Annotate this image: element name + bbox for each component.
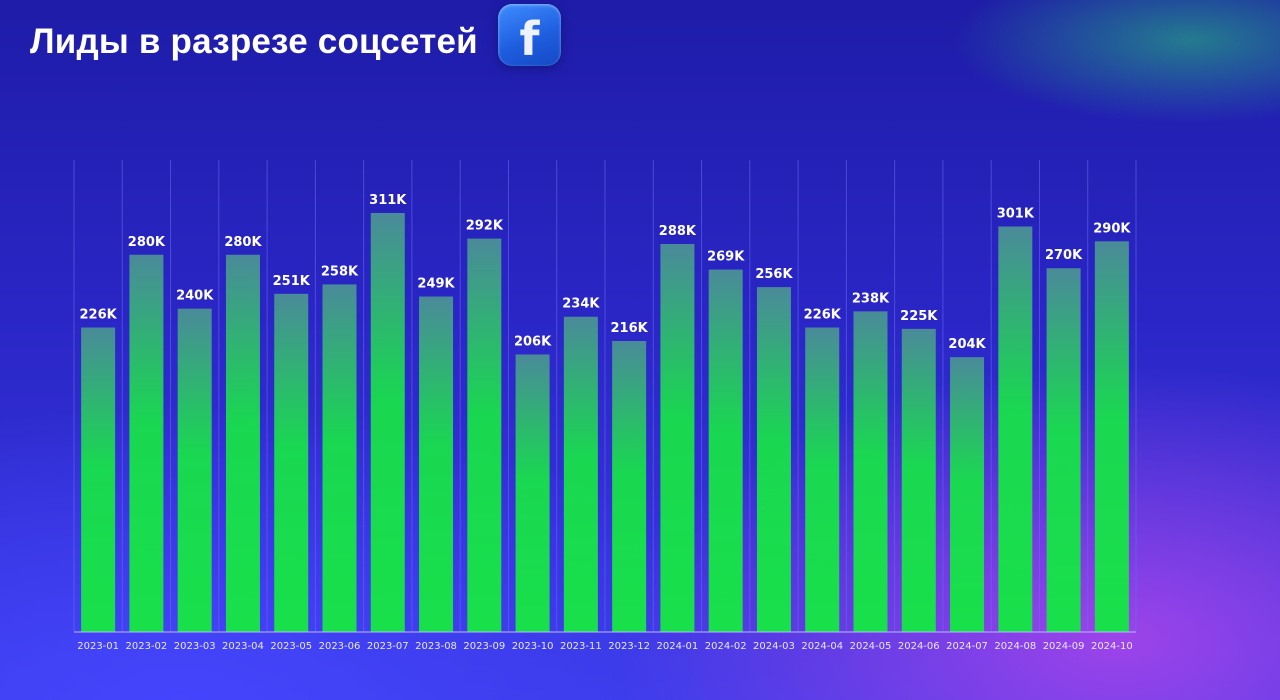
bar-2023-09 bbox=[467, 238, 502, 632]
data-label-2023-02: 280K bbox=[128, 235, 166, 250]
bar-2024-08 bbox=[998, 226, 1033, 633]
data-label-2023-06: 258K bbox=[321, 264, 359, 279]
bar-2024-06 bbox=[901, 328, 936, 632]
data-label-2023-03: 240K bbox=[176, 289, 214, 304]
data-label-2024-08: 301K bbox=[997, 206, 1035, 221]
bar-2023-11 bbox=[563, 316, 598, 632]
x-tick-label: 2024-05 bbox=[850, 641, 892, 652]
bar-2024-02 bbox=[708, 269, 743, 632]
facebook-icon: f bbox=[498, 4, 561, 66]
x-tick-label: 2024-02 bbox=[705, 641, 747, 652]
bar-2023-12 bbox=[612, 340, 647, 632]
data-label-2024-02: 269K bbox=[707, 250, 745, 265]
bar-2023-07 bbox=[370, 213, 405, 632]
x-tick-label: 2024-06 bbox=[898, 641, 940, 652]
x-tick-label: 2024-08 bbox=[994, 641, 1036, 652]
data-label-2023-12: 216K bbox=[611, 321, 649, 336]
page-title: Лиды в разрезе соцсетей bbox=[30, 22, 478, 61]
x-tick-label: 2024-07 bbox=[946, 641, 988, 652]
data-label-2024-07: 204K bbox=[948, 337, 986, 352]
x-tick-label: 2023-06 bbox=[319, 641, 361, 652]
bar-2024-05 bbox=[853, 311, 888, 632]
data-label-2024-09: 270K bbox=[1045, 248, 1083, 263]
bar-2024-07 bbox=[950, 357, 985, 632]
x-tick-label: 2023-01 bbox=[77, 641, 119, 652]
data-label-2024-03: 256K bbox=[755, 267, 793, 282]
x-tick-label: 2023-03 bbox=[174, 641, 216, 652]
x-tick-label: 2023-05 bbox=[270, 641, 312, 652]
x-tick-label: 2023-11 bbox=[560, 641, 602, 652]
bar-2023-04 bbox=[225, 254, 260, 633]
bar-2024-10 bbox=[1094, 241, 1129, 632]
x-tick-label: 2024-04 bbox=[801, 641, 843, 652]
data-label-2023-09: 292K bbox=[466, 219, 504, 234]
data-label-2024-04: 226K bbox=[804, 308, 842, 323]
x-tick-label: 2023-08 bbox=[415, 641, 457, 652]
x-tick-label: 2024-03 bbox=[753, 641, 795, 652]
data-label-2023-11: 234K bbox=[562, 297, 600, 312]
data-label-2024-10: 290K bbox=[1093, 221, 1131, 236]
x-tick-label: 2024-01 bbox=[657, 641, 699, 652]
x-tick-label: 2023-09 bbox=[463, 641, 505, 652]
data-label-2024-01: 288K bbox=[659, 224, 697, 239]
bar-2024-03 bbox=[756, 287, 791, 632]
bar-2023-01 bbox=[81, 327, 116, 632]
bar-2023-08 bbox=[419, 296, 454, 632]
data-label-2023-07: 311K bbox=[369, 193, 407, 208]
bar-2023-05 bbox=[274, 293, 309, 632]
bar-2023-03 bbox=[177, 308, 212, 632]
x-tick-label: 2023-07 bbox=[367, 641, 409, 652]
x-tick-label: 2024-10 bbox=[1091, 641, 1133, 652]
x-tick-label: 2023-02 bbox=[126, 641, 168, 652]
data-label-2023-05: 251K bbox=[273, 274, 311, 289]
data-label-2023-04: 280K bbox=[224, 235, 262, 250]
data-label-2023-10: 206K bbox=[514, 334, 552, 349]
x-tick-label: 2023-12 bbox=[608, 641, 650, 652]
data-label-2024-06: 225K bbox=[900, 309, 938, 324]
data-label-2023-01: 226K bbox=[80, 308, 118, 323]
x-tick-label: 2023-04 bbox=[222, 641, 264, 652]
bar-2024-01 bbox=[660, 243, 695, 633]
x-tick-label: 2023-10 bbox=[512, 641, 554, 652]
bar-2023-10 bbox=[515, 354, 550, 632]
bar-2023-02 bbox=[129, 254, 164, 633]
data-label-2024-05: 238K bbox=[852, 291, 890, 306]
x-tick-label: 2024-09 bbox=[1043, 641, 1085, 652]
bar-2024-09 bbox=[1046, 268, 1081, 632]
bar-2023-06 bbox=[322, 284, 357, 632]
bar-2024-04 bbox=[805, 327, 840, 632]
data-label-2023-08: 249K bbox=[417, 277, 455, 292]
